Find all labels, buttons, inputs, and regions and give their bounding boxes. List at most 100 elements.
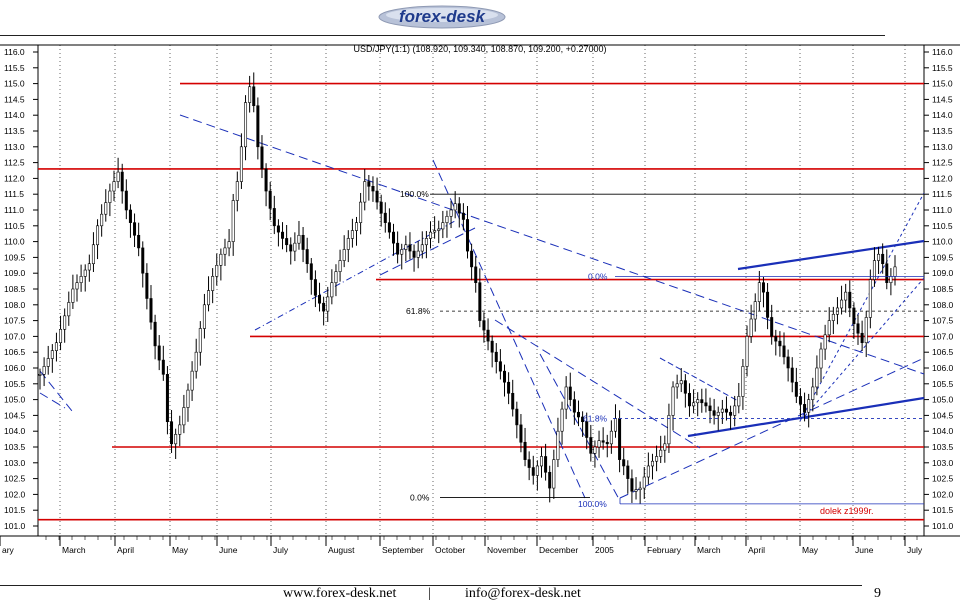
price-candle-body [108,190,112,203]
forex-desk-logo: forex-desk [378,5,506,29]
price-candle-body [642,476,646,489]
trend-line [799,192,925,422]
price-candle-body [868,279,872,318]
trend-line [179,114,925,375]
price-candle-body [190,370,194,391]
logo-text: forex-desk [399,7,487,26]
y-tick-label-left: 111.0 [4,205,24,215]
footer-email[interactable]: info@forex-desk.net [465,586,581,601]
price-candle-body [400,249,404,255]
price-candle-body [445,216,449,223]
price-candle-body [679,380,683,385]
price-candle-body [63,315,67,330]
chart-title: USD/JPY(1:1) (108.920, 109.340, 108.870,… [354,44,607,54]
price-candle-body [318,295,322,304]
price-candle-body [511,392,515,410]
price-candle-body [724,408,728,413]
y-tick-label-left: 114.5 [4,94,25,104]
y-tick-label-left: 113.5 [4,126,25,136]
price-candle-body [305,249,309,265]
price-candle-body [42,366,46,375]
fib-level-label: 61.8% [406,306,431,316]
price-candle-body [145,272,149,299]
x-tick-label: November [487,545,526,555]
y-tick-label-right: 102.5 [932,474,954,484]
price-candle-body [560,408,564,432]
price-candle-body [149,298,153,323]
price-candle-body [120,171,124,192]
price-candle-body [174,434,178,445]
price-candle-body [404,244,408,250]
price-candle-body [239,146,243,182]
price-candle-body [601,440,605,443]
footer-website[interactable]: www.forex-desk.net [283,586,397,601]
price-candle-body [729,411,733,416]
price-candle-body [408,244,412,252]
price-candle-body [848,291,852,309]
price-candle-body [687,392,691,407]
price-candle-body [609,430,613,445]
price-candle-body [827,320,831,336]
price-candle-body [618,418,622,460]
price-candle-body [523,441,527,460]
price-candle-body [71,288,75,303]
fib-level-label: 100.0% [578,499,607,509]
price-candle-body [141,247,145,274]
y-tick-label-right: 114.5 [932,94,953,104]
price-candle-body [137,234,141,249]
price-candle-body [581,416,585,423]
price-candle-body [367,181,371,187]
y-tick-label-right: 114.0 [932,110,953,120]
price-candle-body [54,342,58,351]
price-candle-body [281,231,285,239]
price-candle-body [576,411,580,418]
price-candle-body [568,386,572,400]
price-candle-body [330,282,334,298]
price-candle-body [815,367,819,388]
price-candle-body [798,396,802,405]
price-candle-body [363,181,367,203]
price-candle-body [375,190,379,203]
annotation-dolek: dolek z1999r. [820,506,874,516]
trend-line [379,227,476,276]
price-candle-body [186,389,190,408]
price-candle-body [585,421,589,438]
price-candle-body [544,456,548,473]
price-candle-body [223,247,227,255]
y-tick-label-left: 106.5 [4,347,26,357]
price-candle-body [753,301,757,320]
price-candle-body [605,441,609,445]
x-tick-label: September [382,545,424,555]
price-candle-body [474,266,478,283]
x-tick-label: May [802,545,819,555]
price-candle-body [453,203,457,211]
price-candle-body [840,299,844,309]
price-candle-body [326,296,330,312]
x-tick-label: June [219,545,238,555]
y-tick-label-left: 108.5 [4,284,26,294]
price-candle-body [264,168,268,192]
price-candle-body [502,370,506,383]
price-candle-body [194,351,198,372]
price-candle-body [342,249,346,261]
price-candle-body [716,411,720,416]
y-tick-label-right: 102.0 [932,489,954,499]
price-candle-body [211,276,215,291]
x-tick-label: July [273,545,289,555]
y-tick-label-right: 106.0 [932,363,954,373]
x-tick-label: October [435,545,465,555]
price-candle-body [46,358,50,367]
price-candle-body [490,340,494,353]
x-tick-label: July [907,545,923,555]
price-candle-body [420,244,424,252]
price-candle-body [231,200,235,242]
price-candle-body [877,253,881,261]
price-candle-body [531,467,535,476]
price-candle-body [248,86,252,103]
price-candle-body [774,336,778,342]
price-candle-body [128,209,132,223]
price-candle-body [564,386,568,410]
price-candle-body [589,437,593,454]
price-candle-body [700,399,704,404]
price-candle-body [285,238,289,246]
